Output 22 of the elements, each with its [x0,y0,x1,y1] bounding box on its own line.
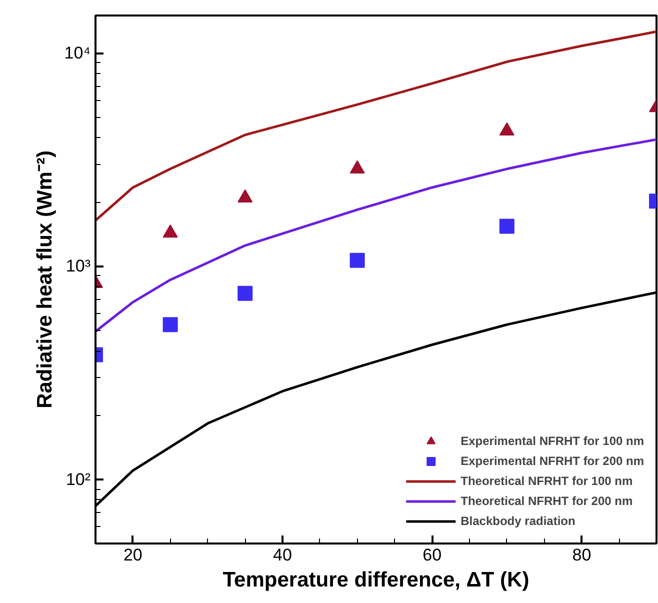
x-tick-label: 40 [273,546,292,564]
x-tick-label: 60 [422,546,442,564]
point [350,252,365,268]
legend-label: Theoretical NFRHT for 200 nm [460,493,633,510]
point [162,317,178,332]
y-axis-title: Radiative heat flux (Wm⁻²) [33,150,56,408]
y-tick-label: 10⁴ [64,44,91,63]
x-tick-label: 20 [123,546,142,564]
line-series [96,138,656,333]
y-tick-label: 10³ [66,256,91,276]
point [238,286,253,301]
legend-label: Blackbody radiation [460,513,576,530]
point [350,160,365,174]
y-tick-label: 10² [66,470,91,489]
point [162,224,178,238]
point [238,189,253,202]
x-tick-label: 80 [572,546,592,564]
x-axis-title: Temperature difference, ΔT (K) [222,568,530,592]
line-series [96,30,656,222]
legend-label: Experimental NFRHT for 100 nm [460,433,644,450]
legend-label: Experimental NFRHT for 200 nm [460,453,644,470]
legend-label: Theoretical NFRHT for 100 nm [460,473,633,490]
